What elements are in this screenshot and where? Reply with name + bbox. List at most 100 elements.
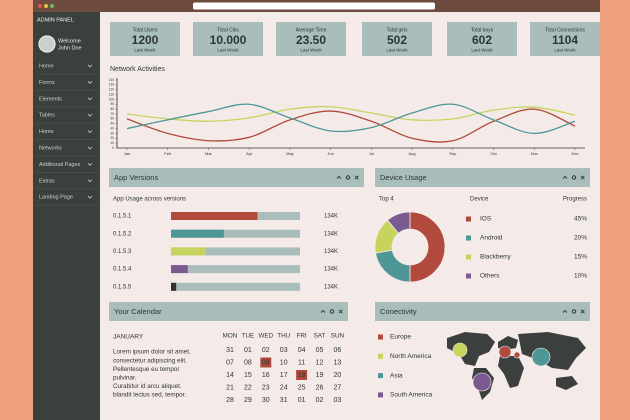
map-bubble bbox=[472, 372, 492, 392]
day[interactable]: 04 bbox=[298, 347, 306, 354]
stat-title: Total Users bbox=[132, 27, 158, 33]
day[interactable]: 31 bbox=[280, 397, 288, 404]
day[interactable]: 22 bbox=[244, 384, 252, 391]
minimize-dot[interactable] bbox=[44, 4, 48, 8]
menu-item[interactable]: Forms bbox=[39, 80, 55, 86]
day[interactable]: 10 bbox=[280, 359, 288, 366]
menu-item[interactable]: Home bbox=[39, 129, 54, 135]
weekday: SAT bbox=[314, 333, 326, 340]
day[interactable]: 03 bbox=[280, 347, 288, 354]
line-series bbox=[126, 103, 576, 135]
day[interactable]: 01 bbox=[298, 397, 306, 404]
stat-card bbox=[530, 22, 600, 56]
progress-bar bbox=[171, 265, 188, 274]
day[interactable]: 07 bbox=[226, 359, 234, 366]
progress-track bbox=[171, 265, 300, 274]
collapse-icon[interactable] bbox=[562, 175, 568, 179]
weekday: THU bbox=[277, 333, 290, 340]
day[interactable]: 09 bbox=[262, 359, 270, 366]
day[interactable]: 20 bbox=[334, 372, 342, 379]
legend-swatch bbox=[466, 273, 471, 279]
day[interactable]: 16 bbox=[262, 372, 270, 379]
day[interactable]: 06 bbox=[334, 347, 342, 354]
y-tick-label: 60 bbox=[110, 117, 114, 121]
close-icon[interactable] bbox=[338, 309, 343, 314]
weekday: SUN bbox=[331, 333, 345, 340]
legend-swatch bbox=[466, 216, 471, 222]
day[interactable]: 12 bbox=[316, 359, 324, 366]
settings-icon[interactable] bbox=[329, 309, 335, 314]
close-icon[interactable] bbox=[354, 175, 359, 180]
day[interactable]: 01 bbox=[244, 347, 252, 354]
maximize-dot[interactable] bbox=[50, 4, 54, 8]
stat-value: 23.50 bbox=[296, 33, 326, 47]
stat-title: Total Clks bbox=[217, 27, 239, 33]
stat-note: Last Week bbox=[134, 48, 156, 53]
count-label: 134K bbox=[324, 214, 338, 220]
day[interactable]: 27 bbox=[334, 384, 342, 391]
calendar-note: consectetur adipiscing elit. bbox=[113, 357, 187, 364]
panel-header bbox=[375, 168, 590, 187]
close-dot[interactable] bbox=[38, 4, 42, 8]
day[interactable]: 03 bbox=[334, 397, 342, 404]
day[interactable]: 02 bbox=[262, 347, 270, 354]
day[interactable]: 19 bbox=[316, 372, 324, 379]
settings-icon[interactable] bbox=[571, 309, 577, 314]
close-icon[interactable] bbox=[580, 175, 585, 180]
y-tick-label: 140 bbox=[109, 78, 115, 82]
donut-slice bbox=[386, 211, 411, 234]
avatar bbox=[38, 35, 56, 53]
y-tick-label: 120 bbox=[109, 88, 115, 92]
day[interactable]: 05 bbox=[316, 347, 324, 354]
x-tick-label: Jan bbox=[124, 151, 130, 156]
close-icon[interactable] bbox=[580, 309, 585, 314]
day[interactable]: 25 bbox=[298, 384, 306, 391]
day[interactable]: 17 bbox=[280, 372, 288, 379]
menu-chevron bbox=[87, 97, 93, 101]
collapse-icon[interactable] bbox=[320, 309, 326, 313]
stat-value: 602 bbox=[472, 33, 492, 47]
y-tick-label: 130 bbox=[109, 83, 115, 87]
stat-note: Last Week bbox=[386, 48, 408, 53]
map-bubble bbox=[498, 345, 512, 359]
address-bar[interactable] bbox=[193, 2, 435, 10]
count-label: 134K bbox=[324, 249, 338, 255]
top-label: Top 4 bbox=[379, 197, 394, 203]
menu-item[interactable]: Networks bbox=[39, 145, 62, 151]
stat-title: Total boys bbox=[471, 27, 494, 33]
day[interactable]: 11 bbox=[298, 359, 305, 366]
legend-swatch bbox=[378, 353, 383, 359]
day[interactable]: 31 bbox=[226, 347, 234, 354]
stat-card bbox=[193, 22, 263, 56]
day[interactable]: 28 bbox=[226, 397, 234, 404]
day[interactable]: 08 bbox=[244, 359, 252, 366]
menu-item[interactable]: Extras bbox=[39, 178, 55, 184]
day[interactable]: 02 bbox=[316, 397, 324, 404]
day[interactable]: 24 bbox=[280, 384, 288, 391]
y-tick-label: 30 bbox=[110, 131, 114, 135]
device-percent: 15% bbox=[574, 254, 587, 261]
day[interactable]: 29 bbox=[244, 397, 252, 404]
day[interactable]: 15 bbox=[244, 372, 252, 379]
menu-item[interactable]: Landing Page bbox=[39, 195, 73, 201]
menu-chevron bbox=[87, 130, 93, 134]
map-bubble bbox=[531, 347, 551, 367]
day[interactable]: 18 bbox=[298, 372, 306, 379]
settings-icon[interactable] bbox=[345, 175, 351, 180]
settings-icon[interactable] bbox=[571, 175, 577, 180]
day[interactable]: 21 bbox=[226, 384, 234, 391]
day[interactable]: 23 bbox=[262, 384, 270, 391]
collapse-icon[interactable] bbox=[336, 175, 342, 179]
menu-item[interactable]: Elements bbox=[39, 96, 62, 102]
menu-item[interactable]: Additional Pages bbox=[39, 162, 81, 168]
y-tick-label: 90 bbox=[110, 102, 114, 106]
menu-item[interactable]: Home bbox=[39, 63, 54, 69]
day[interactable]: 13 bbox=[334, 359, 342, 366]
day[interactable]: 14 bbox=[226, 372, 234, 379]
weekday: FRI bbox=[297, 333, 307, 340]
collapse-icon[interactable] bbox=[562, 309, 568, 313]
day[interactable]: 26 bbox=[316, 384, 324, 391]
menu-item[interactable]: Tables bbox=[39, 113, 55, 119]
day[interactable]: 30 bbox=[262, 397, 270, 404]
calendar-note: Curabitur id arcu aliquet. bbox=[113, 383, 182, 390]
